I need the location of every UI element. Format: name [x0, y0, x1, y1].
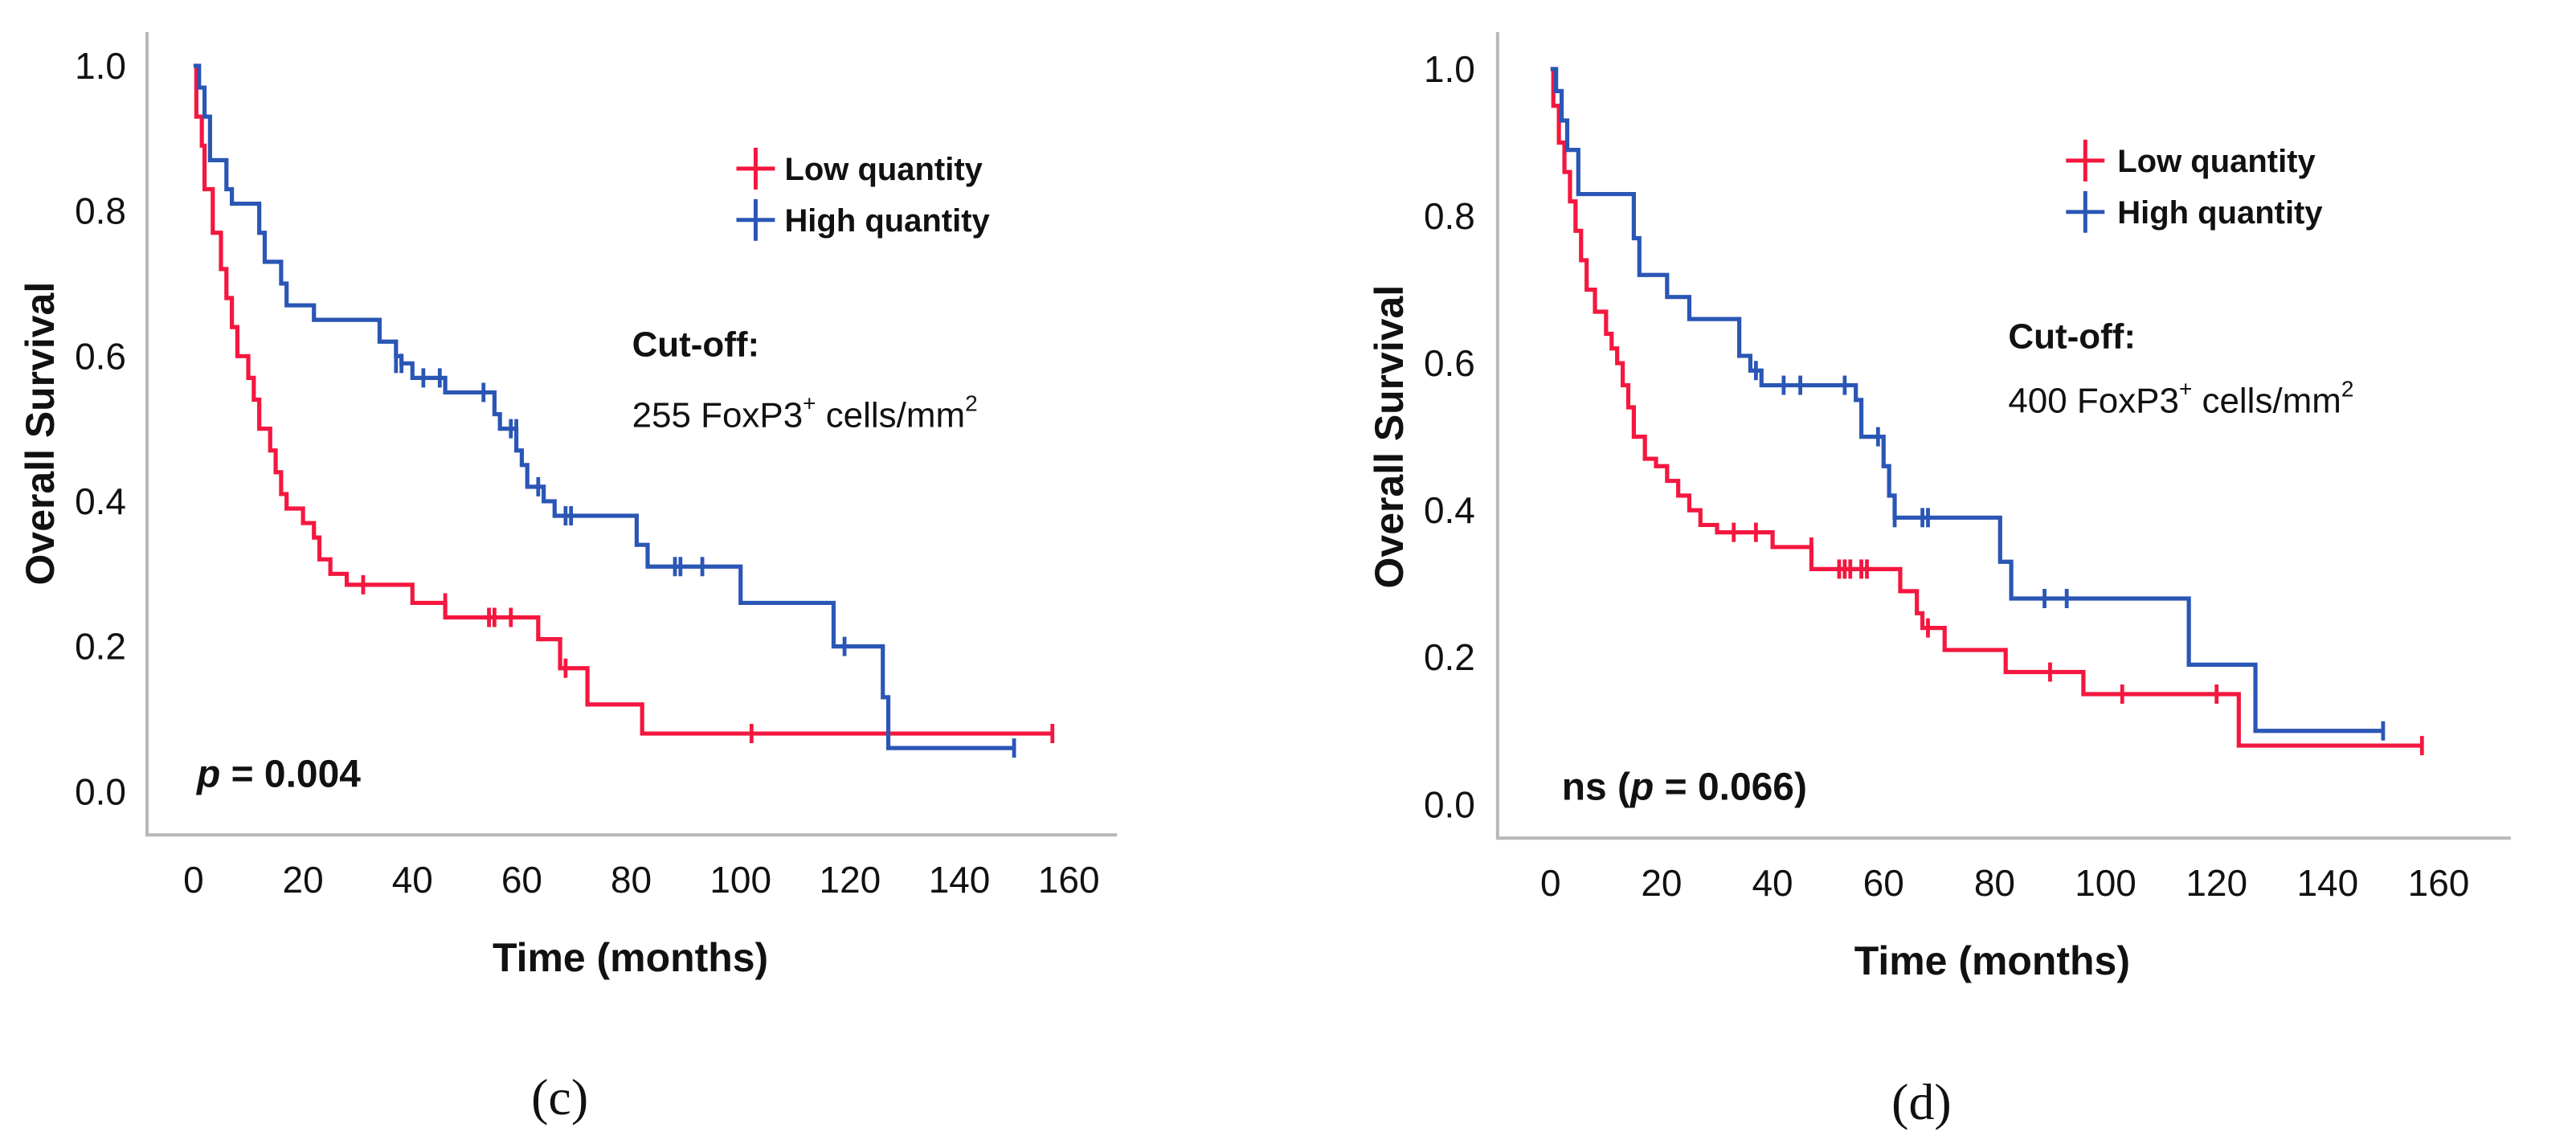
- x-tick-label: 120: [820, 859, 881, 901]
- x-axis-title: Time (months): [1854, 938, 2130, 983]
- y-tick-label: 0.8: [1424, 195, 1475, 237]
- panel-label: (c): [531, 1068, 588, 1126]
- legend-label-high: High quantity: [2117, 195, 2323, 231]
- cutoff-title: Cut-off:: [632, 325, 760, 365]
- y-tick-label: 0.0: [75, 770, 126, 812]
- y-tick-label: 1.0: [75, 45, 126, 87]
- x-tick-label: 0: [1540, 862, 1561, 904]
- x-tick-label: 20: [1641, 862, 1682, 904]
- x-tick-label: 40: [392, 859, 433, 901]
- x-tick-label: 160: [1038, 859, 1100, 901]
- survival-curve-high: [193, 63, 1015, 750]
- cutoff-value: 255 FoxP3+ cells/mm2: [632, 391, 978, 435]
- axis-frame: [145, 31, 1118, 837]
- x-tick-label: 60: [501, 859, 542, 901]
- legend-marker-low: [736, 147, 775, 190]
- legend-label-high: High quantity: [784, 203, 990, 239]
- legend-marker-high: [736, 198, 775, 241]
- y-tick-label: 0.4: [75, 480, 126, 522]
- x-tick-label: 100: [2075, 862, 2136, 904]
- x-axis-title: Time (months): [493, 935, 768, 980]
- x-tick-label: 100: [709, 859, 771, 901]
- legend-marker-high: [2066, 190, 2105, 233]
- y-tick-label: 0.6: [75, 335, 126, 377]
- x-tick-label: 140: [929, 859, 991, 901]
- x-tick-label: 80: [1974, 862, 2015, 904]
- x-tick-label: 40: [1752, 862, 1793, 904]
- plot-marks: 0 20 40 60 80 100 120 140 160 0.0 0.2 0.4 0.6 0.8 1.0: [75, 45, 1099, 901]
- survival-curve-low: [1550, 67, 2423, 748]
- y-tick-label: 0.4: [1424, 489, 1475, 531]
- y-tick-label: 0.6: [1424, 342, 1475, 384]
- y-tick-label: 0.2: [75, 626, 126, 668]
- x-tick-label: 140: [2297, 862, 2359, 904]
- cutoff-title: Cut-off:: [2008, 317, 2136, 357]
- x-tick-label: 120: [2186, 862, 2247, 904]
- plot-marks: 0 20 40 60 80 100 120 140 160 0.0 0.2 0.4 0.6 0.8 1.0: [1424, 48, 2469, 904]
- legend: Low quantity High quantity: [784, 152, 990, 239]
- chart-panel-d: 0 20 40 60 80 100 120 140 1600.00.20.40.60.81.0 …: [1367, 31, 2511, 1130]
- y-axis-title: Overall Survival: [18, 282, 63, 586]
- panel-label: (d): [1891, 1073, 1952, 1130]
- legend-marker-low: [2066, 139, 2105, 182]
- x-tick-label: 160: [2408, 862, 2470, 904]
- x-tick-label: 80: [611, 859, 652, 901]
- y-tick-label: 0.0: [1424, 783, 1475, 825]
- survival-curve-low: [193, 63, 1053, 736]
- x-tick-label: 0: [183, 859, 204, 901]
- cutoff-value: 400 FoxP3+ cells/mm2: [2008, 377, 2353, 421]
- y-tick-label: 0.2: [1424, 636, 1475, 678]
- p-value: ns (p = 0.066): [1562, 766, 1807, 808]
- y-axis-title: Overall Survival: [1367, 285, 1412, 589]
- legend-label-low: Low quantity: [2117, 144, 2316, 179]
- chart-panel-c: 0 20 40 60 80 100 120 140 1600.00.20.40.60.81.0 …: [18, 31, 1118, 1126]
- legend: Low quantity High quantity: [2117, 144, 2323, 231]
- legend-label-low: Low quantity: [784, 152, 983, 187]
- x-tick-label: 20: [283, 859, 324, 901]
- y-tick-label: 0.8: [75, 190, 126, 232]
- p-value: p = 0.004: [195, 753, 361, 795]
- x-tick-label: 60: [1863, 862, 1904, 904]
- y-tick-label: 1.0: [1424, 48, 1475, 90]
- axis-frame: [1495, 31, 2511, 840]
